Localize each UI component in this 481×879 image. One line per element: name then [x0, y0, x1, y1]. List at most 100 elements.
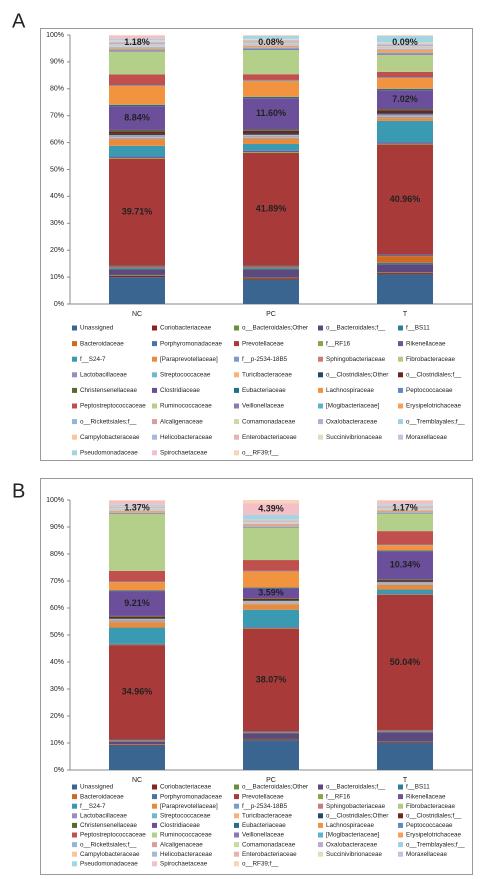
legend-label: Christensenellaceae — [80, 387, 138, 394]
legend-swatch — [152, 372, 157, 378]
bar-segment — [377, 510, 433, 513]
y-tick-label: 20% — [50, 247, 64, 254]
x-tick-label: NC — [132, 777, 142, 784]
bar-segment — [109, 158, 165, 266]
legend-swatch — [152, 803, 157, 809]
legend-label: o__Bacteroidales;f__ — [326, 784, 386, 791]
legend-label: [Mogibacteriaceae] — [326, 832, 379, 839]
legend-swatch — [318, 403, 323, 409]
x-tick-label: PC — [266, 311, 276, 318]
data-label: 34.96% — [122, 687, 153, 697]
legend-label: Erysipelotrichaceae — [406, 403, 461, 410]
legend-label: Christensenellaceae — [80, 822, 138, 829]
x-tick-label: NC — [132, 311, 142, 318]
bar-segment — [109, 139, 165, 146]
legend-swatch — [318, 356, 323, 362]
legend-swatch — [318, 794, 323, 800]
bar-segment — [243, 739, 299, 741]
bar-segment — [377, 113, 433, 115]
bar-segment — [109, 35, 165, 39]
bar-segment — [243, 598, 299, 599]
legend-swatch — [234, 403, 239, 409]
bar-segment — [109, 744, 165, 746]
bar-segment — [377, 262, 433, 265]
bar-segment — [377, 594, 433, 595]
bar-segment — [109, 269, 165, 275]
bar-segment — [243, 570, 299, 572]
bar-segment — [109, 745, 165, 770]
bar-segment — [243, 733, 299, 739]
bar-segment — [377, 110, 433, 114]
bar-segment — [243, 627, 299, 629]
legend-swatch — [398, 356, 403, 362]
bar-segment — [377, 48, 433, 49]
x-tick-label: PC — [266, 777, 276, 784]
bar-segment — [377, 506, 433, 508]
bar-segment — [243, 523, 299, 525]
bar-segment — [109, 509, 165, 511]
legend-label: o__Bacteroidales;Other — [242, 784, 308, 791]
bar-segment — [377, 46, 433, 48]
bar-segment — [377, 505, 433, 507]
bar-segment — [243, 603, 299, 605]
bar-segment — [377, 550, 433, 552]
bar-segment — [109, 85, 165, 86]
y-tick-label: 40% — [50, 659, 64, 666]
legend-label: Campylobacteraceae — [80, 851, 140, 858]
bar-segment — [109, 570, 165, 582]
bar-segment — [243, 598, 299, 601]
bar-segment — [243, 96, 299, 99]
y-tick-label: 40% — [50, 193, 64, 200]
legend-label: Spirochaetaceae — [160, 860, 208, 867]
legend-swatch — [398, 851, 403, 857]
bar-segment — [109, 740, 165, 742]
legend-swatch — [318, 832, 323, 838]
legend-label: Helicobacteraceae — [160, 851, 213, 858]
legend-label: Oxalobacteraceae — [326, 418, 378, 425]
bar-segment — [243, 135, 299, 136]
data-label: 10.34% — [390, 560, 421, 570]
bar-segment — [109, 615, 165, 617]
legend-label: Spirochaetaceae — [160, 449, 208, 456]
panel-letter: B — [12, 480, 25, 502]
bar-segment — [109, 510, 165, 511]
legend-swatch — [72, 794, 77, 800]
legend-label: o__Clostridiales;f__ — [406, 371, 462, 378]
legend-swatch — [152, 861, 157, 867]
legend-swatch — [398, 403, 403, 409]
bar-segment — [109, 137, 165, 138]
y-tick-label: 60% — [50, 139, 64, 146]
bar-segment — [377, 256, 433, 263]
bar-segment — [109, 622, 165, 628]
legend-label: Unassigned — [80, 325, 114, 332]
data-label: 4.39% — [258, 503, 284, 513]
bar-segment — [377, 504, 433, 505]
bar-segment — [243, 39, 299, 41]
legend-label: Rikenellaceae — [406, 340, 446, 347]
bar-segment — [243, 604, 299, 610]
bar-segment — [109, 618, 165, 619]
bar-segment — [243, 45, 299, 46]
legend-swatch — [318, 434, 323, 440]
bar-segment — [109, 133, 165, 136]
bar-segment — [377, 120, 433, 143]
bar-segment — [109, 500, 165, 501]
legend-label: Alcaligenaceae — [160, 418, 203, 425]
bar-segment — [377, 109, 433, 111]
bar-segment — [243, 36, 299, 39]
bar-segment — [377, 731, 433, 733]
bar-segment — [243, 38, 299, 40]
legend-swatch — [152, 450, 157, 456]
bar-segment — [109, 275, 165, 278]
legend-label: f__RF16 — [326, 340, 351, 347]
bar-segment — [109, 509, 165, 510]
bar-segment — [109, 505, 165, 507]
bar-segment — [243, 526, 299, 528]
legend-label: Bacteroidaceae — [80, 340, 124, 347]
bar-segment — [243, 587, 299, 589]
legend-label: Comamonadaceae — [242, 841, 296, 848]
legend-swatch — [234, 387, 239, 393]
legend-swatch — [398, 387, 403, 393]
data-label: 3.59% — [258, 588, 284, 598]
bar-segment — [109, 741, 165, 745]
